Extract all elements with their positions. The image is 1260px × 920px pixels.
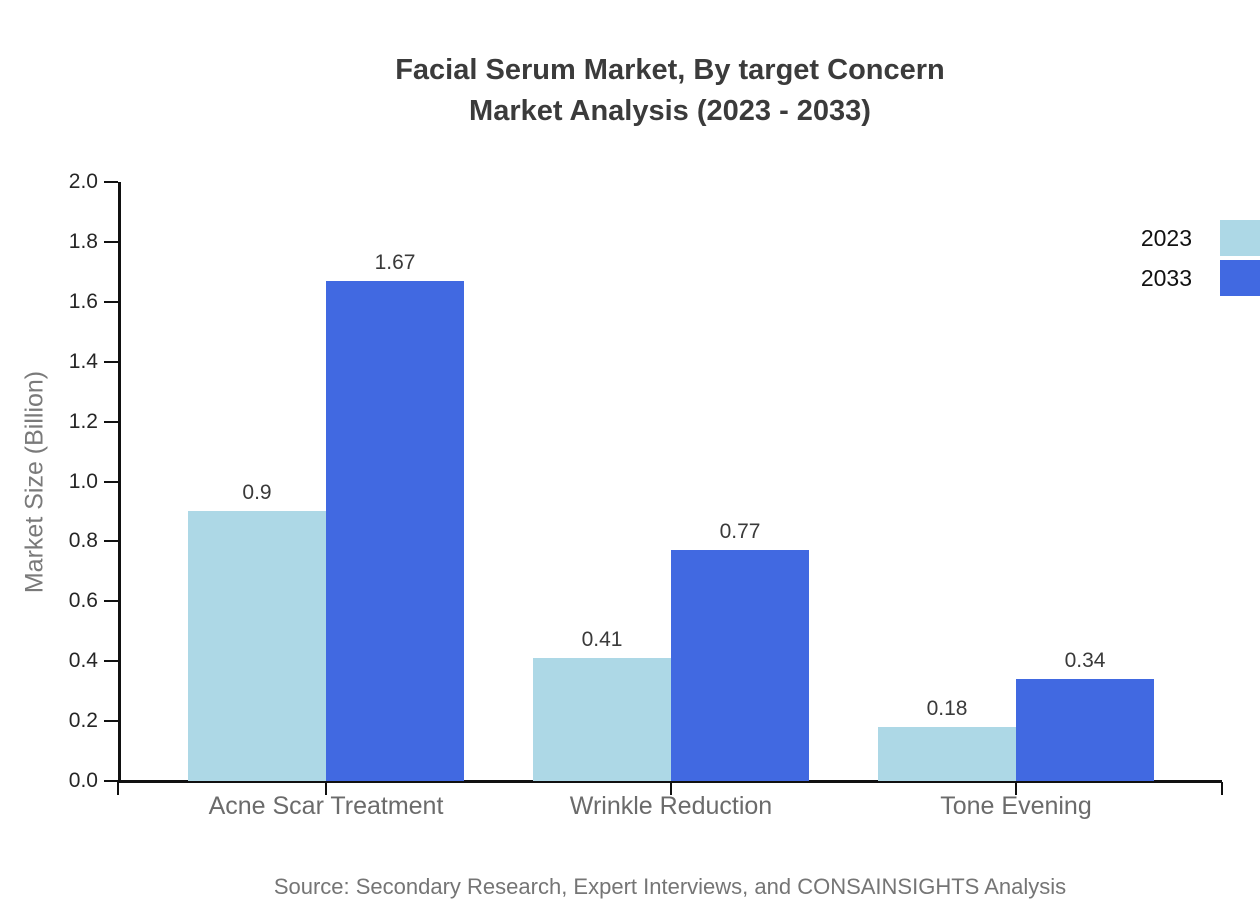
y-tick-mark xyxy=(104,780,118,782)
bar-value-label: 0.18 xyxy=(926,697,968,721)
x-tick-mark xyxy=(1015,782,1017,795)
chart-title-line1: Facial Serum Market, By target Concern xyxy=(395,54,945,86)
chart-title: Facial Serum Market, By target Concern M… xyxy=(118,50,1222,132)
chart-title-line2: Market Analysis (2023 - 2033) xyxy=(469,95,871,127)
bar-value-label: 0.34 xyxy=(1064,649,1106,673)
legend-label: 2033 xyxy=(1140,264,1192,291)
y-tick-label: 1.0 xyxy=(68,469,98,493)
y-tick-label: 0.6 xyxy=(68,589,98,613)
bar-2023-2 xyxy=(878,727,1016,781)
y-tick-mark xyxy=(104,600,118,603)
x-tick-mark xyxy=(1221,782,1223,795)
y-tick-label: 0.8 xyxy=(68,529,98,553)
y-tick-label: 1.6 xyxy=(68,289,98,313)
bar-value-label: 0.9 xyxy=(242,481,272,505)
legend-row: 2023 xyxy=(1100,218,1260,258)
y-tick-label: 1.4 xyxy=(68,349,98,373)
y-tick-label: 1.8 xyxy=(68,229,98,253)
x-category-label: Wrinkle Reduction xyxy=(569,792,773,820)
y-tick-label: 1.2 xyxy=(68,409,98,433)
y-tick-mark xyxy=(104,300,118,303)
x-tick-mark xyxy=(117,782,119,795)
bar-2033-2 xyxy=(1016,679,1154,781)
plot-area: 0.0 0.2 0.4 0.6 0.8 1.0 1.2 1.4 1.6 1.8 2.0 Acne Sc… xyxy=(69,170,1223,820)
x-category-label: Acne Scar Treatment xyxy=(208,792,444,820)
y-tick-mark xyxy=(104,181,118,183)
y-tick-mark xyxy=(104,540,118,543)
bar-2023-0 xyxy=(188,511,326,781)
y-tick-mark xyxy=(104,480,118,483)
legend-swatch xyxy=(1220,220,1260,256)
legend-row: 2033 xyxy=(1100,258,1260,298)
bar-2033-1 xyxy=(671,550,809,781)
y-tick-mark xyxy=(104,720,118,723)
x-category-label: Tone Evening xyxy=(940,792,1092,820)
y-axis-spine xyxy=(118,182,121,783)
bar-2023-1 xyxy=(533,658,671,781)
bar-value-label: 0.41 xyxy=(581,628,623,652)
y-tick-mark xyxy=(104,360,118,363)
legend-label: 2023 xyxy=(1140,224,1192,251)
y-tick-mark xyxy=(104,420,118,423)
bar-value-label: 0.77 xyxy=(719,520,761,544)
y-tick-label: 0.0 xyxy=(68,769,98,792)
legend: 2023 2033 xyxy=(1100,218,1260,298)
y-tick-label: 2.0 xyxy=(68,170,98,193)
x-tick-mark xyxy=(670,782,672,795)
y-tick-label: 0.2 xyxy=(68,709,98,733)
x-axis-spine xyxy=(118,780,1222,783)
y-tick-label: 0.4 xyxy=(68,649,98,673)
bar-2033-0 xyxy=(326,280,464,781)
y-tick-mark xyxy=(104,660,118,663)
source-note: Source: Secondary Research, Expert Inter… xyxy=(273,874,1067,899)
bar-value-label: 1.67 xyxy=(374,250,416,274)
y-tick-mark xyxy=(104,240,118,243)
x-tick-mark xyxy=(325,782,327,795)
legend-swatch xyxy=(1220,260,1260,296)
